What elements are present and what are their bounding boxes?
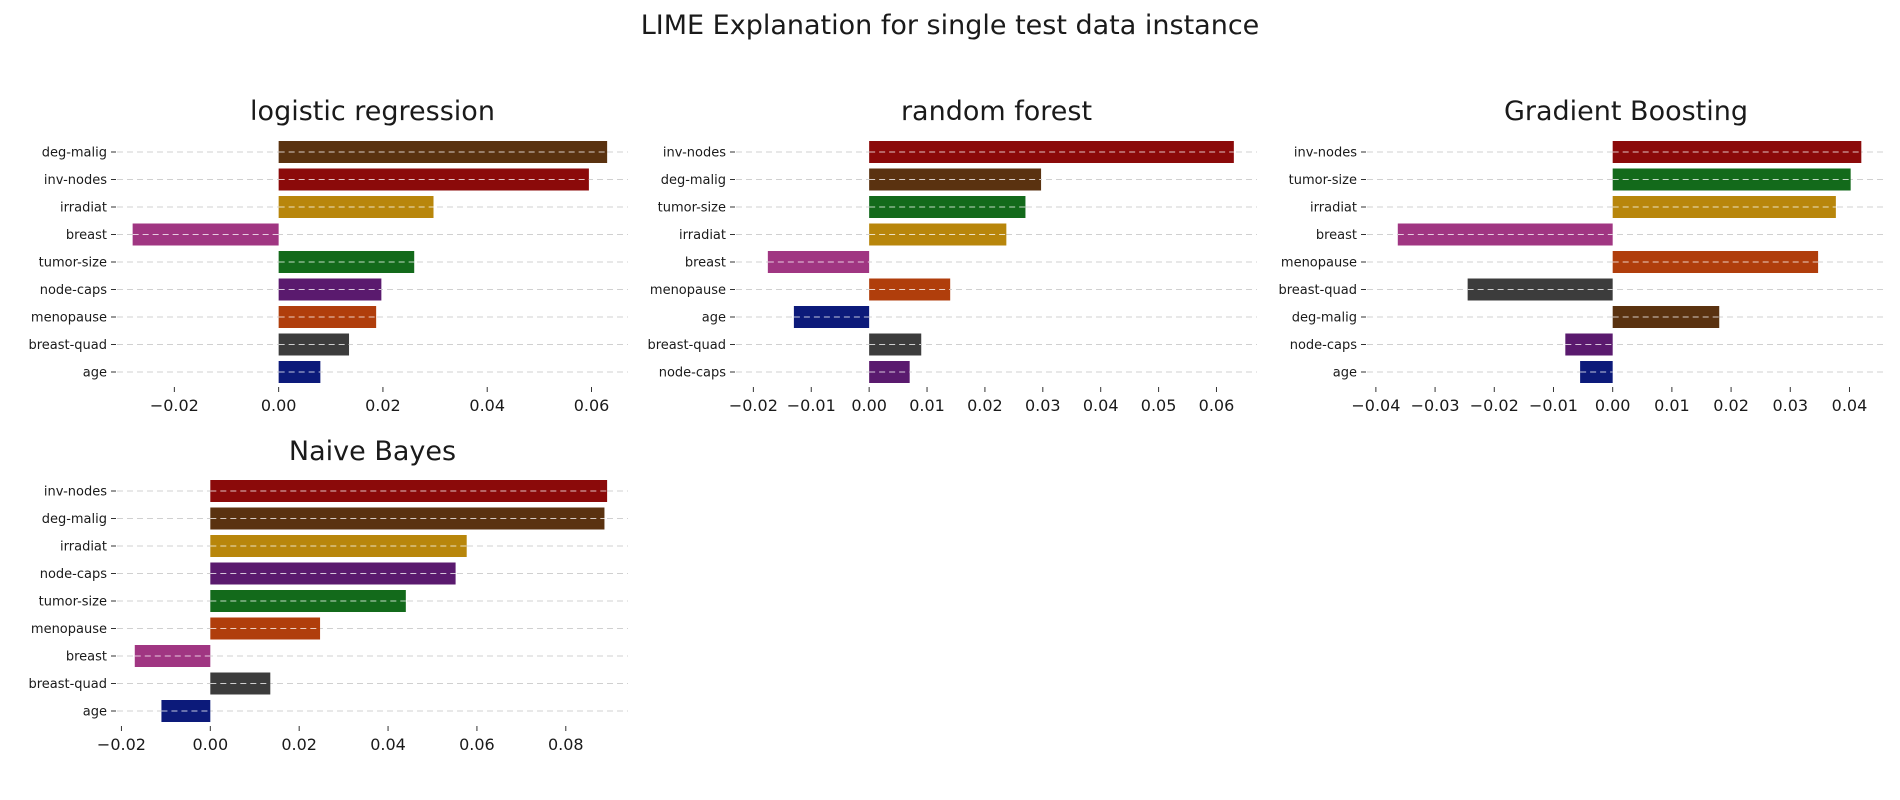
y-tick-label: breast-quad	[1278, 283, 1357, 298]
x-tick-label: 0.03	[1025, 396, 1061, 415]
bar-irradiat	[210, 535, 467, 557]
x-tick-label: 0.06	[1199, 396, 1235, 415]
y-tick-label: age	[83, 366, 107, 381]
x-tick-label: 0.04	[370, 735, 406, 754]
bar-breast	[134, 645, 211, 667]
x-tick-label: 0.08	[548, 735, 584, 754]
y-tick-label: menopause	[650, 283, 726, 298]
y-tick-label: deg-malig	[661, 173, 726, 188]
y-tick-label: breast	[66, 228, 107, 243]
bar-tumor-size	[869, 196, 1026, 218]
y-tick-label: breast-quad	[28, 677, 107, 692]
x-tick-label: −0.02	[1470, 396, 1519, 415]
bar-tumor-size	[1612, 168, 1851, 191]
y-tick-label: node-caps	[1290, 338, 1357, 353]
bar-deg-malig	[210, 507, 605, 530]
y-tick-label: inv-nodes	[44, 485, 107, 500]
bar-age	[1580, 361, 1613, 383]
x-tick-label: 0.05	[1141, 396, 1177, 415]
y-tick-label: deg-malig	[1292, 311, 1357, 326]
x-tick-label: −0.03	[1411, 396, 1460, 415]
bar-tumor-size	[210, 590, 406, 612]
y-tick-label: tumor-size	[39, 256, 107, 271]
y-tick-label: deg-malig	[42, 512, 107, 527]
y-tick-label: menopause	[31, 622, 107, 637]
chart-panel-2: Gradient Boosting inv-nodes tumor-size irra…	[1278, 96, 1885, 415]
bar-breast	[1397, 223, 1613, 246]
x-tick-label: 0.06	[574, 396, 610, 415]
y-tick-label: breast-quad	[28, 338, 107, 353]
x-tick-label: −0.02	[150, 396, 199, 415]
y-tick-label: inv-nodes	[44, 173, 107, 188]
chart-title: logistic regression	[250, 96, 495, 127]
x-tick-label: 0.06	[459, 735, 495, 754]
x-tick-label: 0.04	[1083, 396, 1119, 415]
y-tick-label: breast	[685, 256, 726, 271]
bar-age	[793, 306, 870, 328]
chart-title: Gradient Boosting	[1504, 96, 1748, 127]
x-tick-label: −0.02	[97, 735, 146, 754]
y-tick-label: irradiat	[679, 228, 726, 243]
y-tick-label: node-caps	[40, 283, 107, 298]
y-tick-label: node-caps	[659, 366, 726, 381]
bar-breast-quad	[869, 333, 922, 356]
x-tick-label: 0.02	[281, 735, 317, 754]
x-tick-label: 0.03	[1772, 396, 1808, 415]
x-tick-label: −0.01	[787, 396, 836, 415]
chart-panel-1: random forest inv-nodes deg-malig tumor-siz…	[647, 96, 1257, 415]
x-tick-label: 0.04	[1832, 396, 1868, 415]
x-tick-label: 0.02	[967, 396, 1003, 415]
x-tick-label: −0.01	[1529, 396, 1578, 415]
y-tick-label: node-caps	[40, 567, 107, 582]
bar-irradiat	[869, 223, 1007, 246]
x-tick-label: 0.00	[261, 396, 297, 415]
x-tick-label: 0.02	[1713, 396, 1749, 415]
y-tick-label: breast	[66, 650, 107, 665]
y-tick-label: irradiat	[60, 540, 107, 555]
y-tick-label: age	[702, 311, 726, 326]
chart-panel-3: Naive Bayes inv-nodes deg-malig irradiat nod…	[28, 436, 628, 754]
x-tick-label: 0.00	[851, 396, 887, 415]
bar-tumor-size	[278, 251, 415, 273]
y-tick-label: inv-nodes	[663, 146, 726, 161]
y-tick-label: deg-malig	[42, 146, 107, 161]
y-tick-label: tumor-size	[1289, 173, 1357, 188]
bar-inv-nodes	[210, 480, 608, 502]
bar-irradiat	[278, 196, 434, 218]
x-tick-label: 0.00	[1595, 396, 1631, 415]
y-tick-label: breast	[1316, 228, 1357, 243]
y-tick-label: breast-quad	[647, 338, 726, 353]
y-tick-label: menopause	[1281, 256, 1357, 271]
y-tick-label: irradiat	[60, 201, 107, 216]
y-tick-label: irradiat	[1310, 201, 1357, 216]
x-tick-label: 0.01	[1654, 396, 1690, 415]
x-tick-label: 0.02	[365, 396, 401, 415]
x-tick-label: 0.04	[469, 396, 505, 415]
x-tick-label: 0.01	[909, 396, 945, 415]
bar-menopause	[278, 306, 377, 328]
x-tick-label: 0.00	[193, 735, 229, 754]
chart-title: Naive Bayes	[289, 436, 456, 467]
x-tick-label: −0.02	[729, 396, 778, 415]
chart-title: random forest	[901, 96, 1092, 127]
bar-breast-quad	[210, 672, 271, 695]
y-tick-label: age	[83, 705, 107, 720]
figure-title: LIME Explanation for single test data in…	[640, 10, 1260, 41]
y-tick-label: inv-nodes	[1294, 146, 1357, 161]
y-tick-label: age	[1333, 366, 1357, 381]
y-tick-label: tumor-size	[658, 201, 726, 216]
chart-panel-0: logistic regression deg-malig inv-nodes irr…	[28, 96, 628, 415]
y-tick-label: tumor-size	[39, 595, 107, 610]
y-tick-label: menopause	[31, 311, 107, 326]
x-tick-label: −0.04	[1351, 396, 1400, 415]
